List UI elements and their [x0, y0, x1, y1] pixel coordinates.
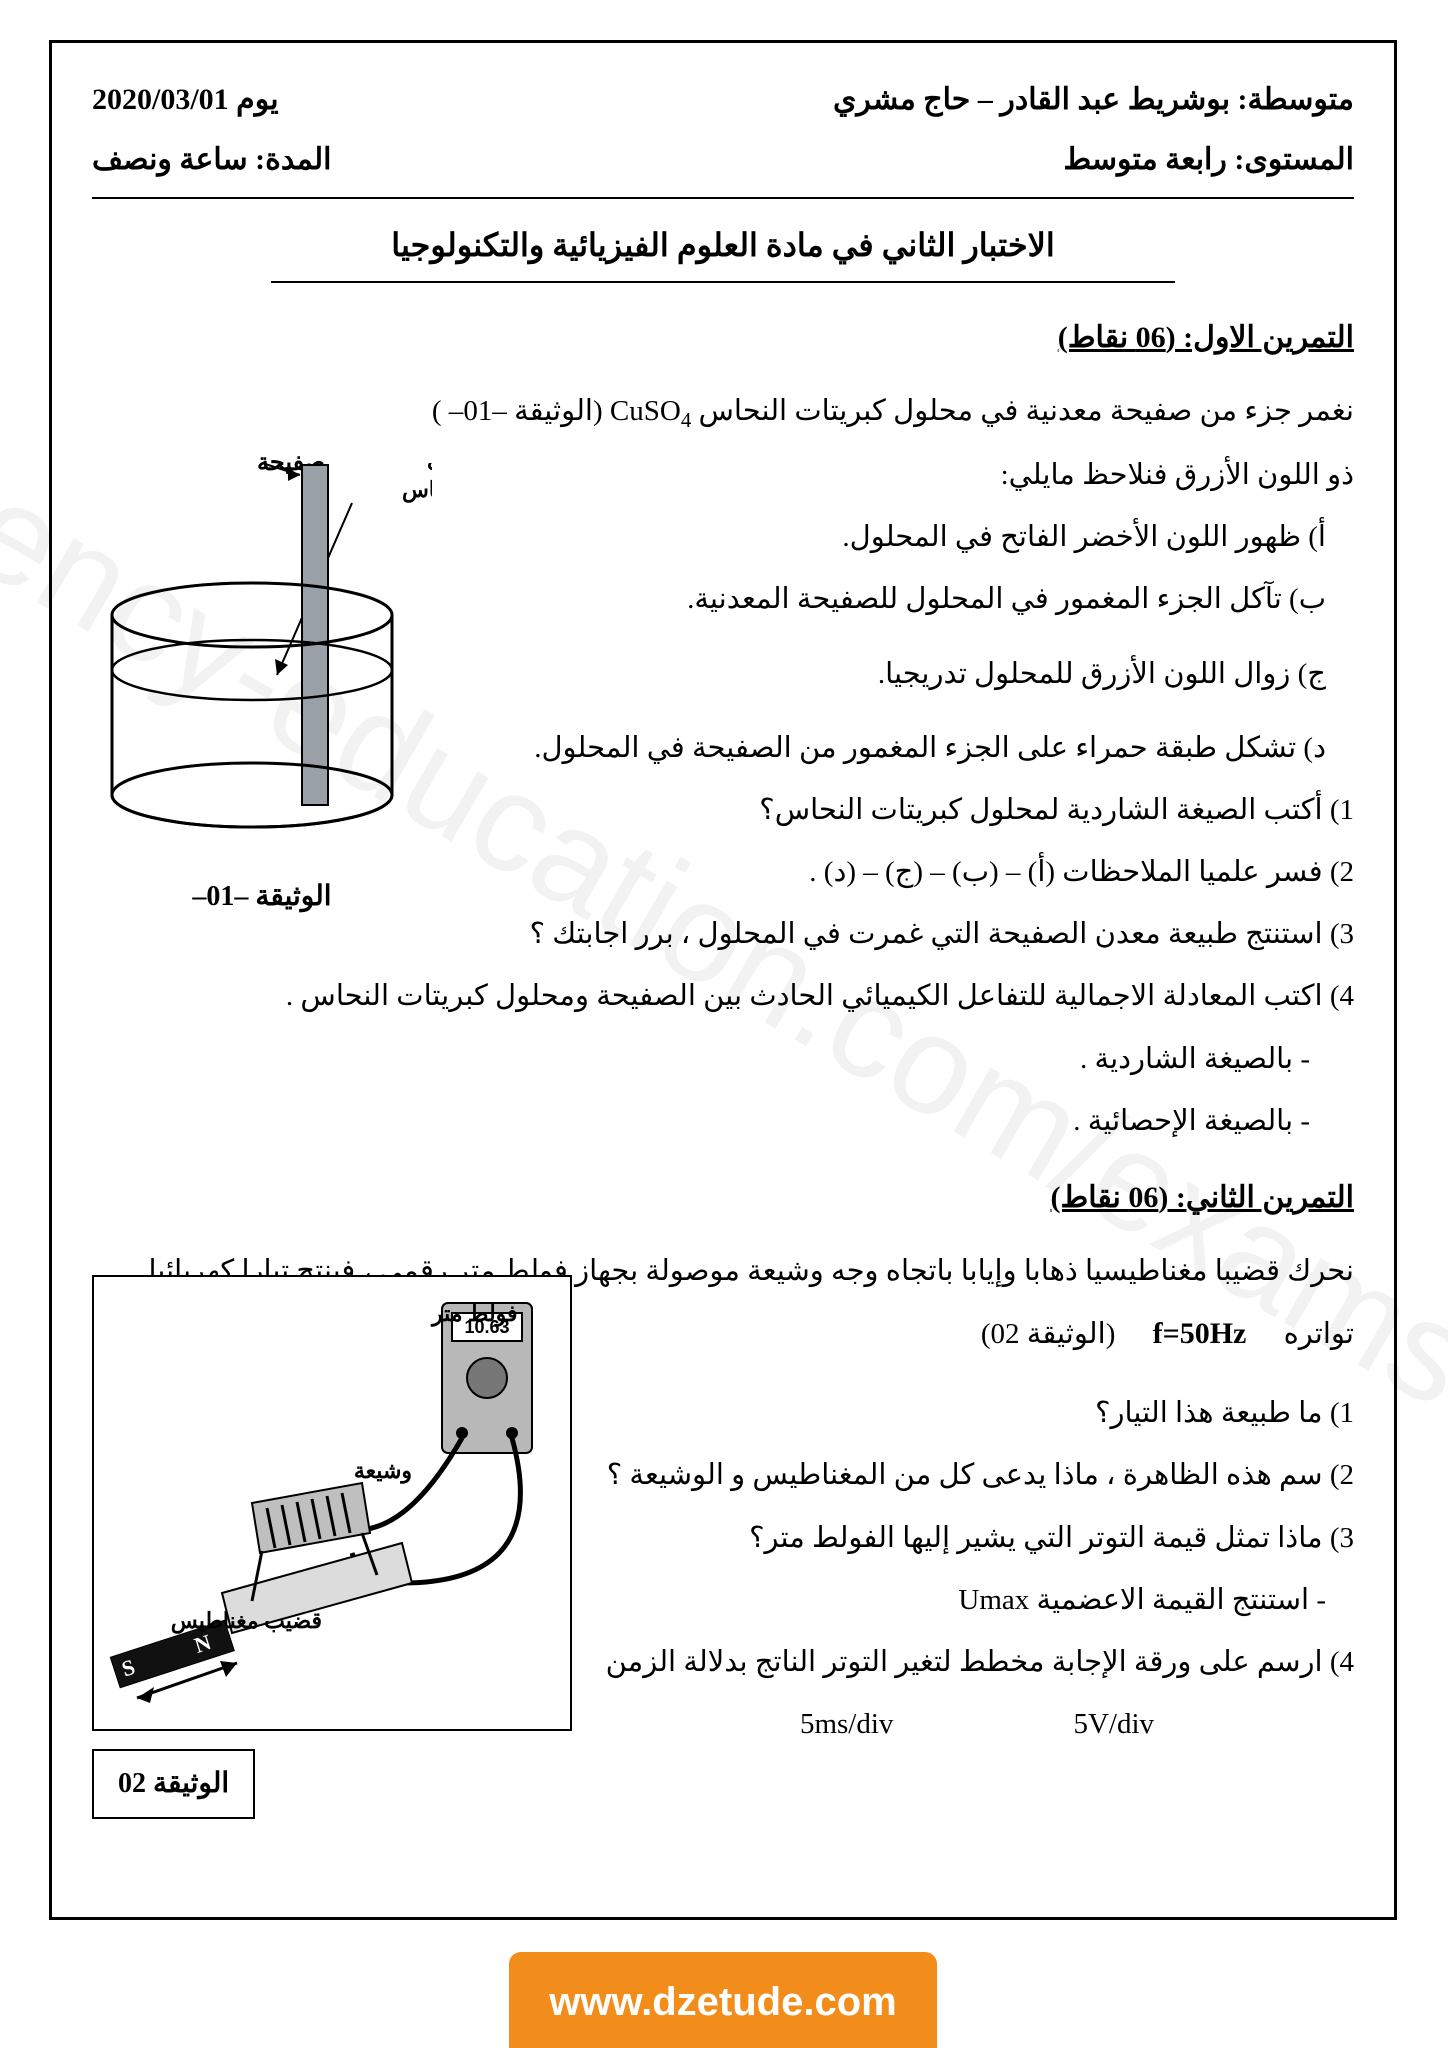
meter-label: فولط متر	[431, 1301, 519, 1327]
figure-1: صفيحة محلول كبريتات النحاس الوثيقة –01–	[93, 445, 433, 923]
ex2-freq-tail: (الوثيقة 02)	[982, 1318, 1117, 1350]
figure-2: 10.63 فولط متر	[93, 1275, 573, 1819]
figure-2-frame: 10.63 فولط متر	[93, 1275, 573, 1731]
school-name: متوسطة: بوشريط عبد القادر – حاج مشري	[834, 73, 1355, 127]
scale-time: 5ms/div	[801, 1698, 894, 1750]
ex1-intro1-sub: 4	[682, 407, 692, 431]
header-row-2: المستوى: رابعة متوسط المدة: ساعة ونصف	[93, 133, 1355, 199]
ex1-intro1-text: نغمر جزء من صفيحة معدنية في محلول كبريتا…	[611, 395, 1355, 427]
coil-label: وشيعة	[355, 1458, 413, 1484]
solution-label-l1: محلول كبريتات	[428, 450, 433, 476]
exercise1-body: صفيحة محلول كبريتات النحاس الوثيقة –01– …	[93, 385, 1355, 1147]
ex1-intro1: نغمر جزء من صفيحة معدنية في محلول كبريتا…	[93, 385, 1355, 439]
figure-2-caption: الوثيقة 02	[93, 1749, 256, 1819]
ex1-bullet1: - بالصيغة الشاردية .	[93, 1033, 1355, 1085]
ex1-bullet2: - بالصيغة الإحصائية .	[93, 1095, 1355, 1147]
exercise2-body: نحرك قضيبا مغناطيسيا ذهابا وإيابا باتجاه…	[93, 1245, 1355, 1805]
title-wrap: الاختبار الثاني في مادة العلوم الفيزيائي…	[93, 217, 1355, 283]
exam-title: الاختبار الثاني في مادة العلوم الفيزيائي…	[272, 217, 1176, 283]
exam-date: يوم 2020/03/01	[93, 73, 280, 127]
exercise2-heading: التمرين الثاني: (06 نقاط)	[93, 1171, 1355, 1225]
ex1-q4: 4) اكتب المعادلة الاجمالية للتفاعل الكيم…	[93, 970, 1355, 1022]
footer-url: www.dzetude.com	[510, 1952, 937, 2048]
ex2-freq-label: تواتره	[1277, 1318, 1355, 1350]
voltmeter-diagram-icon: 10.63 فولط متر	[101, 1283, 565, 1723]
magnet-label: قضيب مغناطيس	[172, 1608, 323, 1634]
beaker-diagram-icon: صفيحة محلول كبريتات النحاس	[93, 445, 433, 845]
exercise1-heading: التمرين الاول: (06 نقاط)	[93, 311, 1355, 365]
footer: www.dzetude.com	[0, 1952, 1448, 2048]
scale-volts: 5V/div	[1074, 1698, 1155, 1750]
solution-label-l2: النحاس	[403, 477, 433, 503]
figure-1-caption: الوثيقة –01–	[93, 872, 433, 922]
level: المستوى: رابعة متوسط	[1064, 133, 1355, 187]
header-row-1: متوسطة: بوشريط عبد القادر – حاج مشري يوم…	[93, 73, 1355, 127]
ex2-freq-value: f=50Hz	[1154, 1317, 1248, 1350]
ex1-intro1-tail: (الوثيقة –01– )	[433, 395, 611, 427]
duration: المدة: ساعة ونصف	[93, 133, 332, 187]
page-frame: ency-education.com/exams متوسطة: بوشريط …	[50, 40, 1398, 1920]
